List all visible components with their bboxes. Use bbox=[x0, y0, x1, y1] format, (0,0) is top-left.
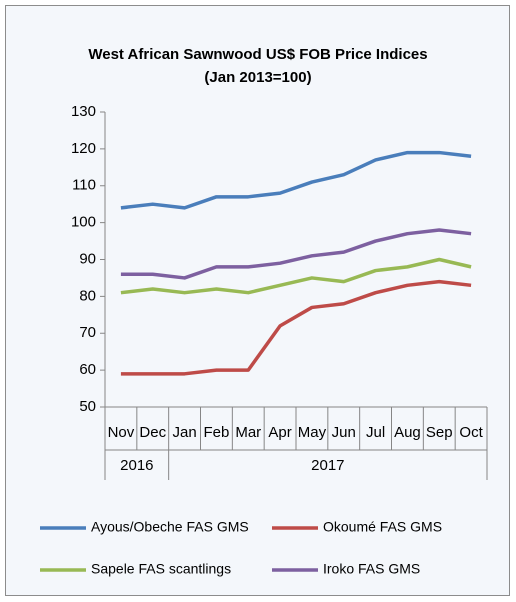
y-tick-label: 50 bbox=[79, 398, 96, 415]
y-tick-label: 100 bbox=[71, 214, 96, 231]
series-line bbox=[120, 228, 472, 280]
x-tick-label: Feb bbox=[203, 424, 229, 441]
x-tick-label: Apr bbox=[268, 424, 291, 441]
x-tick-label: Oct bbox=[459, 424, 483, 441]
x-tick-label: May bbox=[298, 424, 327, 441]
series-line bbox=[120, 257, 472, 295]
y-tick-label: 80 bbox=[79, 287, 96, 304]
y-tick-label: 60 bbox=[79, 361, 96, 378]
x-group-label: 2017 bbox=[311, 457, 344, 474]
chart-frame bbox=[5, 5, 510, 596]
y-tick-label: 130 bbox=[71, 103, 96, 120]
legend-label: Ayous/Obeche FAS GMS bbox=[91, 519, 249, 535]
y-tick-label: 70 bbox=[79, 324, 96, 341]
x-tick-label: Nov bbox=[108, 424, 135, 441]
x-tick-label: Mar bbox=[235, 424, 261, 441]
x-tick-label: Jul bbox=[366, 424, 385, 441]
x-group-label: 2016 bbox=[120, 457, 153, 474]
series-line bbox=[120, 150, 472, 210]
series-line bbox=[120, 279, 472, 376]
legend-label: Okoumé FAS GMS bbox=[323, 519, 442, 535]
y-tick-label: 110 bbox=[72, 177, 96, 194]
chart-title: West African Sawnwood US$ FOB Price Indi… bbox=[88, 46, 427, 63]
x-tick-label: Jan bbox=[172, 424, 196, 441]
legend-label: Iroko FAS GMS bbox=[323, 561, 420, 577]
y-tick-label: 90 bbox=[79, 250, 96, 267]
x-tick-label: Jun bbox=[332, 424, 356, 441]
legend-label: Sapele FAS scantlings bbox=[91, 561, 231, 577]
x-tick-label: Dec bbox=[139, 424, 166, 441]
x-tick-label: Aug bbox=[394, 424, 421, 441]
x-tick-label: Sep bbox=[426, 424, 453, 441]
y-tick-label: 120 bbox=[71, 140, 96, 157]
chart-subtitle: (Jan 2013=100) bbox=[204, 69, 311, 86]
